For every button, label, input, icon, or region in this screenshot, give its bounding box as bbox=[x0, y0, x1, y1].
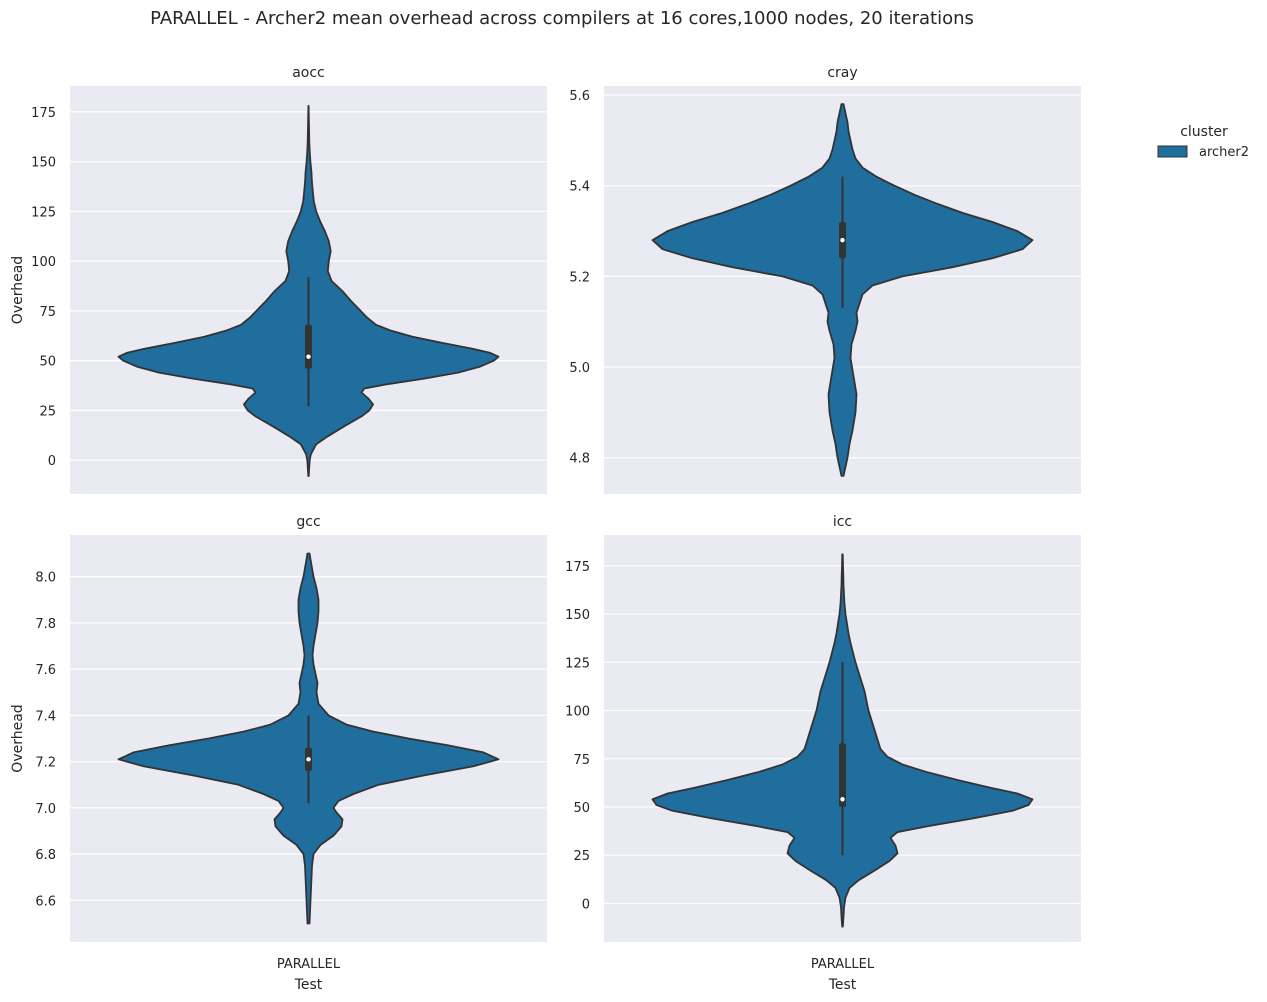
legend-swatch-archer2 bbox=[1157, 145, 1188, 158]
y-tick-label: 75 bbox=[573, 753, 590, 768]
y-tick-label: 25 bbox=[573, 849, 590, 864]
y-tick-label: 8.0 bbox=[35, 571, 56, 586]
y-axis-label: Overhead bbox=[10, 256, 26, 324]
panels: 0 25 50 75 100 125 150 175 aocc Overhead 4.8 5.0 5.2… bbox=[10, 65, 1081, 993]
y-tick-label: 25 bbox=[39, 404, 56, 419]
y-tick-label: 50 bbox=[39, 355, 56, 370]
x-tick-label: PARALLEL bbox=[811, 957, 875, 972]
y-tick-label: 100 bbox=[565, 705, 590, 720]
violin-median bbox=[306, 757, 311, 762]
chart-title: PARALLEL - Archer2 mean overhead across … bbox=[150, 8, 974, 29]
y-tick-label: 175 bbox=[565, 560, 590, 575]
y-tick-label: 150 bbox=[31, 156, 56, 171]
y-tick-label: 7.4 bbox=[35, 709, 56, 724]
violin-median bbox=[306, 354, 311, 359]
y-tick-label: 50 bbox=[573, 801, 590, 816]
violin-median bbox=[840, 237, 845, 243]
y-tick-label: 125 bbox=[31, 205, 56, 220]
panel-title: gcc bbox=[296, 514, 320, 530]
panel-gcc: 6.6 6.8 7.0 7.2 7.4 7.6 7.8 8.0 gcc Overhead PARAL… bbox=[10, 514, 547, 993]
violin-iqr-box bbox=[839, 743, 846, 807]
x-axis-label: Test bbox=[294, 977, 323, 993]
violin-iqr-box bbox=[305, 324, 312, 369]
panel-cray: 4.8 5.0 5.2 5.4 5.6 cray bbox=[569, 65, 1081, 494]
panel-icc: 0 25 50 75 100 125 150 175 icc PARALLEL Test bbox=[565, 514, 1081, 993]
y-tick-label: 0 bbox=[48, 454, 56, 469]
y-tick-label: 7.8 bbox=[35, 617, 56, 632]
panel-title: icc bbox=[833, 514, 852, 530]
y-tick-label: 150 bbox=[565, 608, 590, 623]
y-tick-label: 7.6 bbox=[35, 663, 56, 678]
legend-title: cluster bbox=[1180, 124, 1228, 140]
y-tick-label: 5.6 bbox=[569, 89, 590, 104]
y-tick-label: 75 bbox=[39, 305, 56, 320]
x-axis-label: Test bbox=[828, 977, 857, 993]
y-tick-label: 4.8 bbox=[569, 452, 590, 467]
panel-title: cray bbox=[827, 65, 857, 81]
y-tick-label: 125 bbox=[565, 656, 590, 671]
y-tick-label: 0 bbox=[582, 897, 590, 912]
y-tick-label: 7.0 bbox=[35, 802, 56, 817]
panel-title: aocc bbox=[292, 65, 325, 81]
x-tick-label: PARALLEL bbox=[277, 957, 341, 972]
y-tick-label: 175 bbox=[31, 106, 56, 121]
y-tick-label: 6.6 bbox=[35, 894, 56, 909]
y-tick-label: 5.2 bbox=[569, 270, 590, 285]
y-tick-label: 5.0 bbox=[569, 361, 590, 376]
y-tick-label: 7.2 bbox=[35, 756, 56, 771]
legend-label-archer2: archer2 bbox=[1199, 145, 1249, 160]
y-tick-label: 5.4 bbox=[569, 180, 590, 195]
legend: cluster archer2 bbox=[1157, 124, 1249, 160]
violin-median bbox=[840, 797, 845, 802]
y-tick-label: 6.8 bbox=[35, 848, 56, 863]
y-axis-label: Overhead bbox=[10, 704, 26, 772]
panel-aocc: 0 25 50 75 100 125 150 175 aocc Overhead bbox=[10, 65, 547, 494]
y-tick-label: 100 bbox=[31, 255, 56, 270]
